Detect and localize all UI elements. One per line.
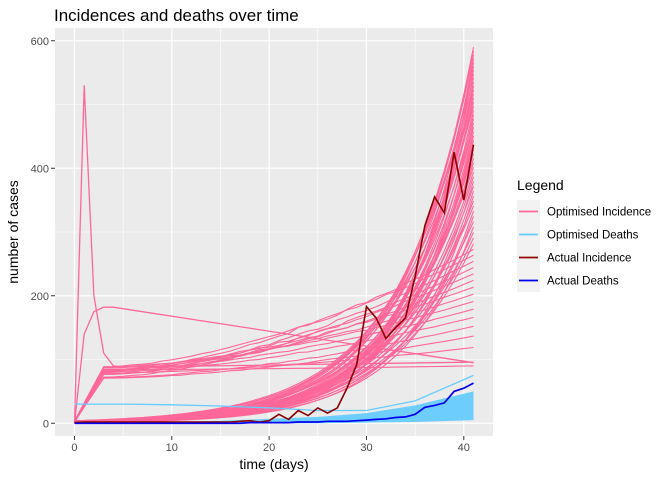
x-tick-label: 40: [458, 442, 470, 454]
chart-title: Incidences and deaths over time: [54, 6, 299, 25]
y-tick-label: 400: [31, 163, 49, 175]
legend-entry: Optimised Deaths: [517, 223, 639, 246]
y-axis-ticks: 0 200 400 600: [31, 36, 55, 430]
actual-incidence-line: [74, 144, 475, 424]
optimised-deaths-line: [74, 374, 474, 412]
x-axis-ticks: 0 10 20 30 40: [71, 436, 470, 454]
x-tick-label: 30: [360, 442, 372, 454]
legend-label: Actual Deaths: [547, 276, 619, 288]
optimised-incidence-line: [74, 58, 475, 423]
y-tick-label: 600: [31, 36, 49, 48]
optimised-incidence-line: [73, 85, 474, 424]
legend-label: Optimised Incidence: [547, 207, 651, 219]
legend-entry: Actual Deaths: [517, 269, 619, 292]
legend: Legend Optimised Incidence Optimised Deat…: [517, 177, 651, 292]
optimised-deaths-band: [74, 391, 474, 424]
legend-entry: Optimised Incidence: [517, 200, 651, 223]
legend-label: Actual Incidence: [547, 253, 631, 265]
optimised-incidence-line: [74, 46, 475, 423]
optimised-incidence-line: [74, 267, 474, 423]
x-axis-title: time (days): [239, 456, 308, 472]
y-tick-label: 200: [31, 291, 49, 303]
actual-series: [74, 144, 475, 425]
legend-title: Legend: [517, 177, 564, 193]
y-tick-label: 0: [43, 418, 49, 430]
optimised-incidence-line: [74, 325, 474, 423]
legend-label: Optimised Deaths: [547, 230, 639, 242]
y-axis-title: number of cases: [5, 180, 21, 284]
optimised-deaths-lines: [74, 374, 474, 412]
x-tick-label: 20: [263, 442, 275, 454]
optimised-incidence-line: [74, 254, 474, 422]
optimised-incidence-line: [73, 306, 474, 424]
legend-entry: Actual Incidence: [517, 246, 631, 269]
optimised-incidence-line: [74, 50, 475, 422]
actual-deaths-line: [74, 382, 474, 425]
grid-minor: [55, 28, 493, 436]
x-tick-label: 10: [166, 442, 178, 454]
x-tick-label: 0: [71, 442, 77, 454]
optimised-incidence-line: [74, 335, 474, 422]
optimised-deaths-area: [74, 391, 474, 424]
